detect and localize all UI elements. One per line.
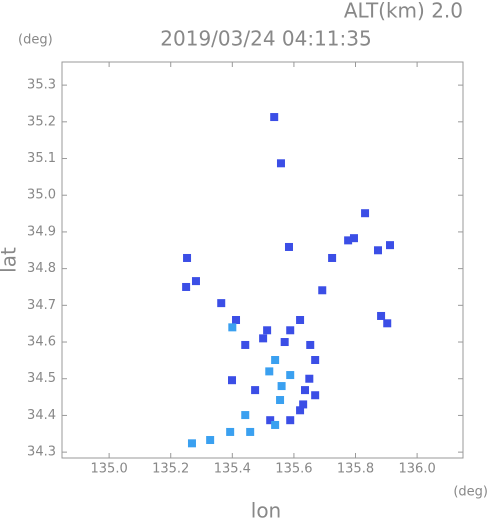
- altitude-label: ALT(km) 2.0: [344, 0, 463, 23]
- echo-cell: [265, 367, 274, 376]
- echo-cell: [280, 338, 289, 347]
- echo-cell: [217, 299, 226, 308]
- y-tick-label: 34.6: [27, 335, 56, 350]
- echo-cell: [277, 382, 286, 391]
- y-tick-label: 34.3: [27, 445, 56, 460]
- y-tick-label: 34.4: [27, 408, 56, 423]
- echo-cell: [228, 376, 237, 385]
- y-tick-label: 34.8: [27, 261, 56, 276]
- echo-cell: [232, 316, 241, 325]
- echo-cell: [306, 340, 315, 349]
- echo-cell: [311, 391, 320, 400]
- echo-cell: [241, 411, 250, 420]
- echo-cell: [286, 371, 295, 380]
- y-tick-label: 35.0: [27, 188, 56, 203]
- x-unit: (deg): [453, 485, 488, 500]
- echo-cell: [276, 159, 285, 168]
- echo-cell: [286, 326, 295, 335]
- echo-cell: [266, 416, 275, 425]
- x-tick-label: 135.6: [275, 462, 312, 477]
- echo-cell: [383, 319, 392, 328]
- echo-cell: [241, 340, 250, 349]
- y-tick-label: 34.7: [27, 298, 56, 313]
- echo-cell: [183, 253, 192, 262]
- x-tick-label: 136.0: [399, 462, 436, 477]
- echo-cell: [182, 282, 191, 291]
- echo-cell: [296, 406, 305, 415]
- echo-cell: [311, 356, 320, 365]
- x-tick-label: 135.2: [152, 462, 189, 477]
- echo-cell: [361, 209, 370, 218]
- echo-cell: [271, 356, 280, 365]
- echo-cell: [299, 400, 308, 409]
- echo-cell: [301, 386, 310, 395]
- y-tick-label: 35.2: [27, 114, 56, 129]
- echo-cell: [276, 396, 285, 405]
- echo-cell: [206, 436, 215, 445]
- echo-cell: [187, 439, 196, 448]
- echo-cell: [270, 113, 279, 122]
- echo-cell: [228, 323, 237, 332]
- echo-cell: [286, 416, 295, 425]
- x-tick-label: 135.4: [214, 462, 251, 477]
- echo-cell: [251, 386, 260, 395]
- echo-cell: [226, 427, 235, 436]
- y-tick-label: 35.1: [27, 151, 56, 166]
- echo-cell: [318, 286, 327, 295]
- echo-cell: [284, 242, 293, 251]
- y-tick-label: 34.5: [27, 371, 56, 386]
- echo-cell: [373, 246, 382, 255]
- echo-cell: [296, 316, 305, 325]
- echo-cell: [344, 236, 353, 245]
- echo-cell: [246, 427, 255, 436]
- echo-cell: [271, 420, 280, 429]
- echo-cell: [191, 277, 200, 286]
- echo-cell: [259, 334, 268, 343]
- echo-cell: [386, 241, 395, 250]
- chart-title: 2019/03/24 04:11:35: [160, 27, 371, 51]
- x-tick-label: 135.8: [337, 462, 374, 477]
- echo-cell: [349, 234, 358, 243]
- x-tick-label: 135.0: [91, 462, 128, 477]
- echo-cell: [305, 374, 314, 383]
- y-tick-label: 34.9: [27, 224, 56, 239]
- echo-cell: [328, 253, 337, 262]
- plot-frame: [61, 61, 464, 459]
- echo-cell: [377, 311, 386, 320]
- y-unit: (deg): [18, 33, 53, 48]
- x-axis-label: lon: [251, 499, 281, 521]
- y-tick-label: 35.3: [27, 78, 56, 93]
- y-axis-label: lat: [0, 247, 21, 273]
- echo-cell: [263, 326, 272, 335]
